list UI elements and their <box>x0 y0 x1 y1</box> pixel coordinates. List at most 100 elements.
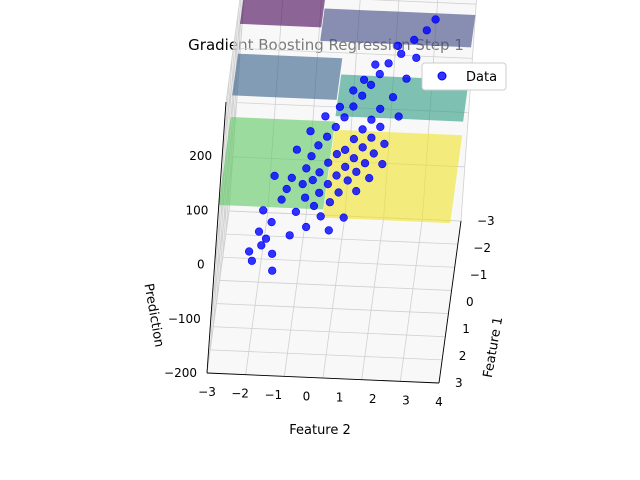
data-point <box>343 176 352 185</box>
data-point <box>301 193 310 202</box>
x-tick-label: 3 <box>455 376 463 390</box>
grid-line <box>322 215 346 379</box>
data-point <box>360 75 369 84</box>
y-tick-label: 4 <box>435 395 443 409</box>
data-points <box>245 15 440 275</box>
grid-line <box>399 219 423 382</box>
data-point <box>298 180 307 189</box>
data-point <box>331 122 340 132</box>
data-point <box>366 80 376 89</box>
axes <box>206 101 462 384</box>
surface-patch <box>240 0 325 28</box>
data-point <box>323 180 333 189</box>
data-point <box>323 132 332 141</box>
data-point <box>367 115 376 124</box>
data-point <box>376 104 385 113</box>
data-point <box>402 74 411 83</box>
data-point <box>315 188 324 197</box>
data-point <box>378 160 387 169</box>
data-point <box>358 143 367 152</box>
data-point <box>267 218 276 227</box>
data-point <box>306 127 315 136</box>
grid-line <box>283 214 307 377</box>
y-tick-label: 0 <box>303 389 311 403</box>
data-point <box>410 35 419 45</box>
data-point <box>254 227 264 236</box>
data-point <box>277 195 286 204</box>
data-point <box>308 176 317 185</box>
data-point <box>309 201 319 211</box>
z-tick-label: 200 <box>189 149 212 163</box>
data-point <box>315 168 324 177</box>
grid-line <box>240 48 473 59</box>
data-point <box>302 222 311 232</box>
data-point <box>257 241 266 250</box>
data-point <box>324 226 333 235</box>
data-point <box>358 91 367 100</box>
data-point <box>349 154 359 163</box>
y-axis-line <box>438 220 462 384</box>
data-point <box>324 158 333 167</box>
data-point <box>422 26 431 35</box>
data-point <box>340 113 349 122</box>
data-point <box>352 187 361 196</box>
legend-label-data: Data <box>466 70 497 85</box>
data-point <box>259 206 268 215</box>
data-point <box>394 41 403 51</box>
grid-line <box>225 0 241 103</box>
data-point <box>376 122 385 131</box>
data-point <box>375 69 384 79</box>
data-point <box>341 162 350 171</box>
y-tick-label: 2 <box>369 392 377 406</box>
data-point <box>352 167 361 176</box>
x-tick-label: −2 <box>473 241 491 255</box>
grid-line <box>210 349 443 361</box>
data-point <box>287 173 296 182</box>
y-tick-label: 3 <box>402 394 410 408</box>
x-tick-label: −3 <box>477 214 495 228</box>
x-tick-label: 0 <box>466 295 474 309</box>
data-point <box>349 86 358 95</box>
grid-line <box>361 217 385 380</box>
z-tick-label: 0 <box>197 258 205 272</box>
surface-patch <box>232 53 343 100</box>
data-point <box>384 59 393 68</box>
legend-marker-data <box>437 71 447 81</box>
data-point <box>245 247 254 256</box>
y-tick-label: −3 <box>198 385 216 399</box>
data-point <box>358 125 367 134</box>
grid-line <box>206 210 230 374</box>
data-point <box>388 93 398 102</box>
data-point <box>282 184 291 194</box>
z-axis-label: Prediction <box>140 282 166 348</box>
data-point <box>349 135 359 144</box>
data-point <box>325 198 335 207</box>
data-point <box>332 171 341 180</box>
x-tick-label: 2 <box>459 349 467 363</box>
data-point <box>412 53 421 62</box>
data-point <box>285 231 294 240</box>
z-axis-line <box>206 101 227 374</box>
data-point <box>339 213 348 222</box>
grid-line <box>209 78 230 350</box>
y-tick-label: −1 <box>264 388 282 402</box>
data-point <box>397 49 406 58</box>
data-point <box>270 171 279 180</box>
data-point <box>341 145 350 154</box>
data-point <box>316 212 325 221</box>
data-point <box>371 60 380 69</box>
data-point <box>431 15 440 24</box>
surface-patch <box>320 8 476 48</box>
data-point <box>349 102 358 111</box>
x-axis-line <box>206 372 440 384</box>
grid-line <box>213 326 446 338</box>
grid-line <box>219 280 452 291</box>
x-tick-label: 1 <box>462 322 470 336</box>
data-point <box>335 102 345 111</box>
data-point <box>380 139 389 148</box>
data-point <box>314 141 323 150</box>
data-point <box>321 112 330 121</box>
grid-line <box>369 0 477 5</box>
